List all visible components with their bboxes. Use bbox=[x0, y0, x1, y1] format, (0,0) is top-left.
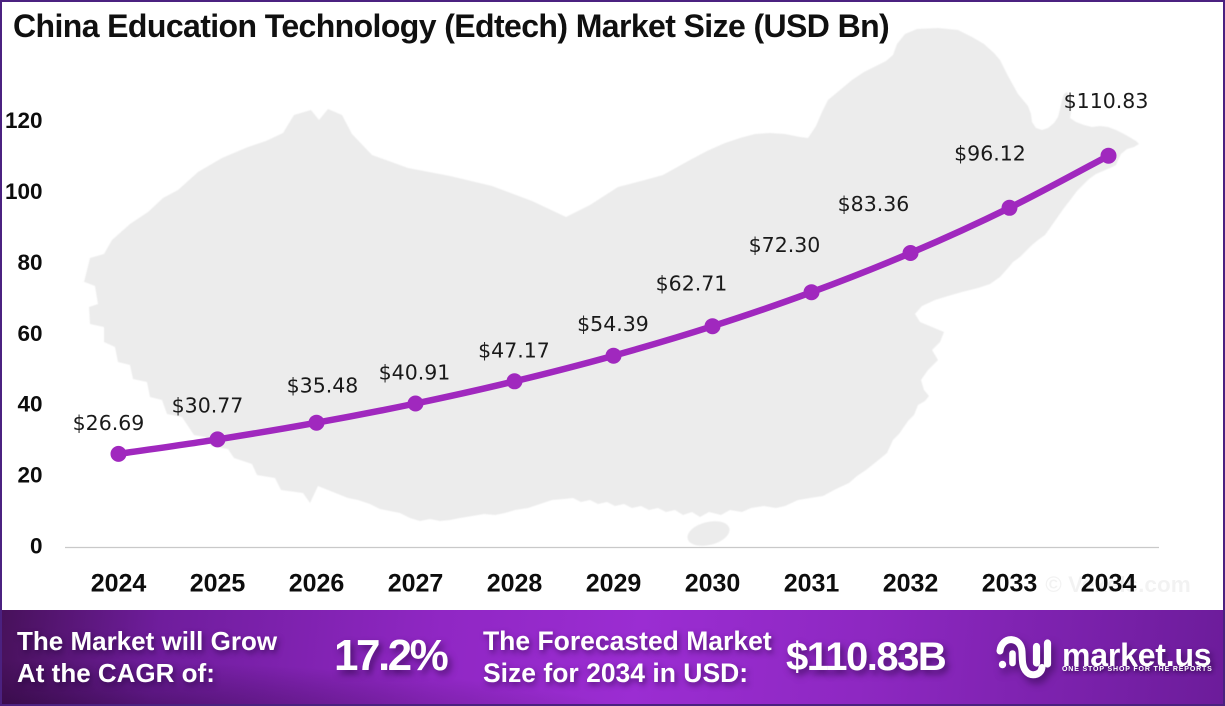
cagr-label: The Market will Grow At the CAGR of: bbox=[17, 625, 277, 689]
chart-title: China Education Technology (Edtech) Mark… bbox=[13, 8, 890, 44]
data-point bbox=[902, 245, 919, 261]
x-tick-label: 2025 bbox=[190, 570, 246, 598]
forecast-label-line1: The Forecasted Market bbox=[483, 626, 772, 656]
x-tick-label: 2028 bbox=[487, 570, 543, 598]
line-chart: © Vexels.com 0 20 40 60 80 100 120 2024 2025 2026 2… bbox=[5, 28, 1191, 598]
data-label: $30.77 bbox=[172, 393, 244, 417]
x-tick-label: 2032 bbox=[883, 570, 939, 598]
x-tick-label: 2026 bbox=[289, 570, 345, 598]
data-label: $83.36 bbox=[838, 192, 910, 216]
data-label: $40.91 bbox=[379, 360, 451, 384]
cagr-value: 17.2% bbox=[334, 631, 449, 680]
y-tick-label: 100 bbox=[5, 179, 43, 204]
data-label: $47.17 bbox=[478, 338, 550, 362]
cagr-label-line2: At the CAGR of: bbox=[17, 658, 215, 688]
x-tick-label: 2030 bbox=[685, 570, 741, 598]
data-point bbox=[506, 373, 523, 390]
y-tick-label: 120 bbox=[5, 108, 43, 133]
x-tick-label: 2034 bbox=[1081, 570, 1137, 598]
forecast-value: $110.83B bbox=[786, 635, 947, 679]
data-label: $35.48 bbox=[287, 374, 359, 398]
x-tick-label: 2033 bbox=[982, 570, 1038, 598]
y-tick-label: 40 bbox=[17, 392, 42, 417]
data-point bbox=[407, 395, 424, 412]
x-tick-label: 2031 bbox=[784, 570, 840, 598]
forecast-label-line2: Size for 2034 in USD: bbox=[483, 658, 749, 688]
data-point bbox=[605, 347, 622, 364]
y-tick-label: 20 bbox=[17, 463, 42, 488]
market-us-logo-icon bbox=[996, 636, 1052, 679]
footer-banner: The Market will Grow At the CAGR of: 17.… bbox=[0, 610, 1225, 706]
y-tick-label: 80 bbox=[17, 250, 42, 275]
data-point bbox=[110, 445, 127, 462]
data-label: $110.83 bbox=[1064, 89, 1149, 113]
data-point bbox=[1100, 147, 1117, 164]
x-tick-label: 2024 bbox=[91, 570, 147, 598]
x-tick-label: 2029 bbox=[586, 570, 642, 598]
hainan-island bbox=[687, 521, 730, 546]
y-tick-label: 0 bbox=[30, 534, 43, 559]
china-map bbox=[82, 28, 1139, 546]
x-tick-label: 2027 bbox=[388, 570, 444, 598]
forecast-label: The Forecasted Market Size for 2034 in U… bbox=[483, 625, 772, 689]
y-tick-label: 60 bbox=[17, 321, 42, 346]
data-point bbox=[308, 414, 325, 431]
data-label: $72.30 bbox=[749, 233, 821, 257]
brand-name: market.us bbox=[1062, 636, 1212, 673]
data-label: $62.71 bbox=[656, 272, 728, 296]
china-map-silhouette bbox=[82, 28, 1139, 521]
brand-tagline: ONE STOP SHOP FOR THE REPORTS bbox=[1062, 666, 1213, 673]
data-point bbox=[803, 284, 820, 301]
data-point bbox=[1001, 199, 1018, 216]
data-label: $26.69 bbox=[73, 411, 145, 435]
data-label: $96.12 bbox=[954, 141, 1026, 165]
cagr-label-line1: The Market will Grow bbox=[17, 626, 278, 656]
data-label: $54.39 bbox=[577, 312, 649, 336]
data-point bbox=[209, 431, 226, 448]
watermark: © Vexels.com bbox=[1045, 572, 1190, 597]
data-point bbox=[704, 318, 721, 335]
